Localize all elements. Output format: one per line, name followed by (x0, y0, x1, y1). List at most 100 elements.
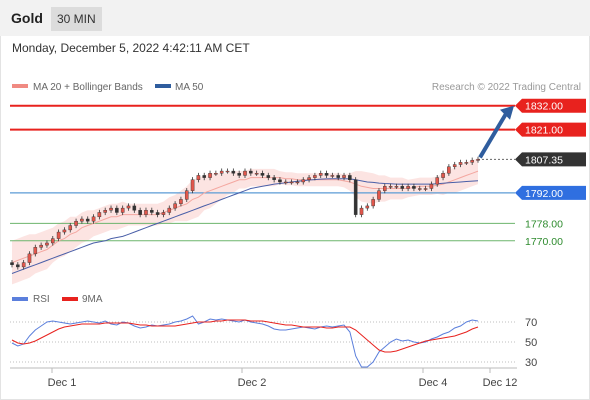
x-tick-label: Dec 12 (483, 377, 518, 389)
level-tag (515, 152, 586, 167)
widget-header: Gold 30 MIN (0, 0, 590, 36)
candle (219, 170, 224, 174)
candle (400, 186, 405, 189)
level-label: 1832.00 (525, 101, 563, 113)
candle (283, 181, 288, 184)
candle (458, 162, 463, 165)
candle (388, 186, 393, 188)
rsi-ma-legend-label: 9MA (82, 294, 103, 305)
candle (214, 173, 218, 175)
rsi-ma-legend-swatch (62, 297, 78, 301)
candle (417, 188, 422, 190)
rsi-tick-label: 30 (525, 357, 537, 369)
candle (126, 205, 131, 209)
price-level-labels: 1832.00 1821.00 1807.35 1792.00 1778.00 1770.… (515, 98, 586, 248)
candles (10, 156, 480, 270)
rsi-tick-label: 70 (525, 317, 537, 329)
timestamp: Monday, December 5, 2022 4:42:11 AM CET (12, 41, 250, 55)
moving-averages (11, 170, 479, 274)
level-label: 1770.00 (525, 236, 563, 248)
candle (16, 264, 20, 268)
candle (394, 186, 399, 188)
rsi-ma-line (11, 319, 479, 353)
candle (161, 212, 166, 215)
candle (173, 203, 177, 209)
candle (27, 253, 32, 263)
timeframe-badge[interactable]: 30 MIN (51, 7, 102, 31)
x-tick-label: Dec 2 (238, 377, 267, 389)
candle (85, 218, 90, 222)
candle (155, 212, 160, 215)
candle (295, 181, 300, 184)
candle (167, 207, 172, 213)
candle (441, 173, 445, 178)
candle (249, 170, 253, 174)
candle (470, 159, 474, 163)
candle (39, 244, 43, 248)
forecast-arrow-head (500, 105, 514, 120)
candle (202, 175, 207, 178)
candle (225, 170, 230, 173)
candle (190, 179, 195, 191)
candle (307, 177, 311, 180)
candle (62, 229, 67, 233)
candle (365, 205, 370, 209)
ma50-legend-label: MA 50 (175, 82, 204, 93)
candle (132, 205, 137, 211)
candle (313, 175, 317, 178)
candle (336, 175, 340, 178)
instrument-title: Gold (11, 10, 43, 26)
candle (476, 159, 480, 161)
level-tag (515, 185, 586, 200)
level-label: 1778.00 (525, 218, 563, 230)
bollinger-legend-label: MA 20 + Bollinger Bands (33, 82, 143, 93)
level-label: 1821.00 (525, 125, 563, 137)
level-label: 1792.00 (525, 188, 563, 200)
candle (447, 166, 451, 174)
candle (56, 231, 61, 239)
candle (353, 179, 358, 215)
candle (21, 262, 26, 268)
candle (260, 173, 265, 176)
candle (144, 210, 148, 215)
candle (243, 170, 247, 176)
candle (33, 247, 38, 255)
candle (138, 210, 142, 215)
candle (103, 210, 107, 213)
candle (184, 190, 189, 200)
candle (68, 225, 73, 231)
ma50-legend-swatch (155, 84, 171, 88)
candle (359, 207, 364, 215)
bollinger-legend-swatch (12, 84, 28, 88)
candle (115, 207, 119, 213)
copyright-label: Research © 2022 Trading Central (432, 82, 581, 93)
candle (452, 164, 457, 167)
bollinger-band-area (12, 158, 478, 285)
candle (80, 218, 84, 222)
candle (324, 173, 329, 176)
candle (412, 186, 416, 189)
candle (342, 175, 346, 178)
candle (237, 173, 241, 176)
candle (150, 210, 154, 213)
forecast-arrow-shaft (478, 112, 508, 159)
forecast-arrow (478, 105, 514, 159)
candle (272, 177, 276, 180)
rsi-tick-label: 50 (525, 337, 537, 349)
candle (406, 186, 410, 189)
candle (50, 238, 55, 244)
candle (429, 183, 434, 189)
rsi-legend: RSI 9MA (12, 294, 103, 305)
candle (120, 207, 125, 213)
chart-legend: MA 20 + Bollinger Bands MA 50 Research ©… (12, 82, 581, 93)
level-tag (515, 98, 586, 113)
bollinger-band (12, 158, 478, 285)
candle (330, 175, 335, 177)
price-levels (10, 104, 515, 242)
rsi-legend-swatch (12, 297, 28, 301)
candle (278, 179, 282, 183)
candle (10, 262, 14, 265)
candle (109, 207, 113, 211)
